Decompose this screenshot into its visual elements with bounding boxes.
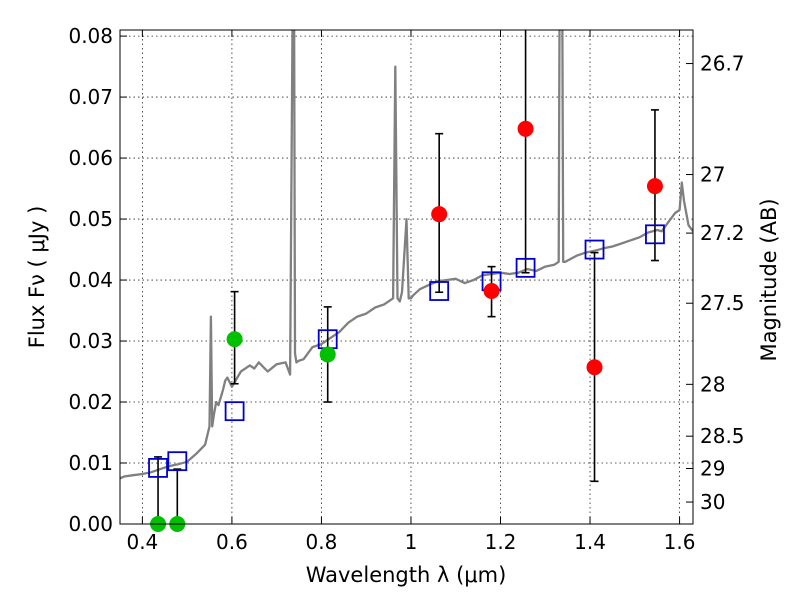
ticks-group: [120, 30, 693, 525]
plot-background: [120, 30, 693, 524]
y2-axis-label: Magnitude (AB): [757, 198, 781, 361]
x-axis-label: Wavelength λ (μm): [306, 563, 507, 587]
model-spectrum-group: [120, 30, 693, 480]
y-tick-label: 0.06: [68, 146, 113, 170]
y-tick-label: 0.00: [68, 512, 113, 536]
observed-nir-point: [646, 178, 663, 195]
y2-tick-label: 26.7: [700, 52, 745, 76]
observed-nir-point: [586, 359, 603, 376]
y-tick-label: 0.02: [68, 390, 113, 414]
y2-tick-label: 27.2: [700, 221, 745, 245]
tick-labels-group: 0.4 0.6 0.8 1 1.2 1.4 1.6 0.00 0.01 0.02 0.03 0.04 0…: [68, 24, 744, 554]
x-tick-label: 1.6: [664, 530, 696, 554]
observed-nir-point: [431, 206, 448, 223]
x-tick-label: 0.6: [216, 530, 248, 554]
y-tick-label: 0.01: [68, 451, 113, 475]
y2-tick-label: 28: [700, 372, 725, 396]
x-tick-label: 1.2: [485, 530, 517, 554]
y2-tick-label: 28.5: [700, 424, 745, 448]
synthetic-flux-square: [429, 281, 450, 301]
y2-tick-label: 30: [700, 490, 725, 514]
y-tick-label: 0.08: [68, 24, 113, 48]
y-axis-label: Flux Fν ( μJy ): [25, 206, 49, 349]
x-tick-label: 0.8: [306, 530, 338, 554]
synthetic-flux-square: [645, 224, 665, 245]
y2-tick-label: 27: [700, 163, 725, 187]
y-tick-label: 0.03: [68, 329, 113, 353]
observed-optical-point: [226, 331, 243, 348]
plot-frame: [119, 29, 694, 525]
y-tick-label: 0.05: [68, 207, 113, 231]
x-tick-label: 0.4: [126, 530, 158, 554]
synthetic-flux-square: [224, 401, 245, 422]
y2-tick-label: 29: [700, 457, 725, 481]
observed-nir-point: [517, 120, 534, 137]
y-tick-label: 0.04: [68, 268, 113, 292]
observed-optical-point: [319, 346, 336, 363]
synthetic-flux-square: [148, 457, 168, 478]
y2-tick-label: 27.5: [700, 291, 745, 315]
y-tick-label: 0.07: [68, 85, 113, 109]
observed-nir-point: [483, 283, 500, 300]
synthetic-flux-square: [167, 451, 188, 472]
model-spectrum-line: [120, 30, 693, 480]
x-tick-label: 1: [405, 530, 418, 554]
synthetic-flux-square: [515, 257, 536, 278]
synthetic-flux-square: [584, 239, 605, 260]
x-tick-label: 1.4: [574, 530, 606, 554]
